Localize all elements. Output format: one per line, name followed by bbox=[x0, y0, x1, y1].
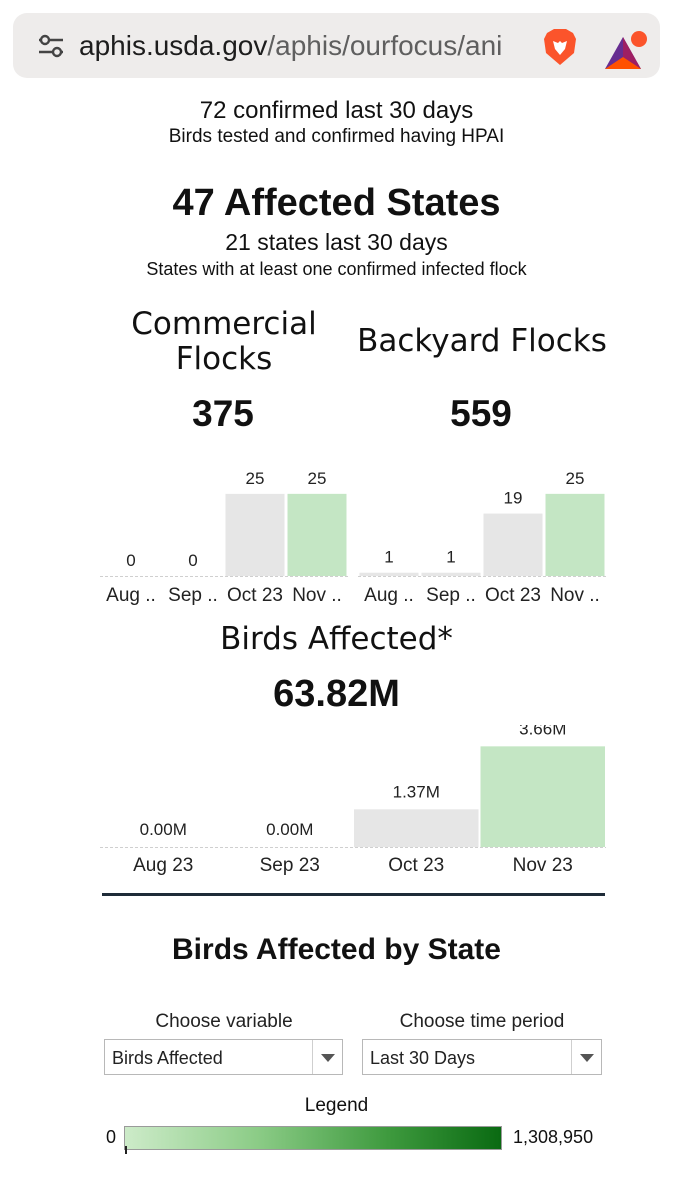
legend-gradient-bar bbox=[124, 1126, 502, 1150]
backyard-flocks-bar[interactable] bbox=[483, 513, 543, 576]
url-text[interactable]: aphis.usda.gov/aphis/ourfocus/ani bbox=[79, 27, 531, 65]
commercial-title-line1: Commercial bbox=[131, 306, 317, 342]
backyard-flocks-bar[interactable] bbox=[545, 493, 605, 576]
confirmed-last-30: 72 confirmed last 30 days bbox=[199, 97, 474, 124]
birds-affected-category-label: Aug 23 bbox=[133, 855, 193, 876]
commercial-flocks-data-label: 0 bbox=[188, 551, 197, 570]
backyard-flocks-category-label: Aug .. bbox=[364, 585, 414, 606]
birds-affected-title: Birds Affected* bbox=[220, 621, 453, 657]
period-select-value: Last 30 Days bbox=[370, 1048, 476, 1068]
birds-affected-bar[interactable] bbox=[354, 809, 479, 847]
birds-affected-category-label: Oct 23 bbox=[388, 855, 444, 876]
birds-affected-data-label: 0.00M bbox=[140, 820, 187, 839]
period-label: Choose time period bbox=[399, 1011, 565, 1032]
commercial-flocks-bar[interactable] bbox=[287, 493, 347, 576]
backyard-flocks-category-label: Sep .. bbox=[426, 585, 476, 606]
url-domain: aphis.usda.gov bbox=[79, 30, 268, 61]
affected-states-headline: 47 Affected States bbox=[172, 182, 501, 224]
birds-affected-data-label: 0.00M bbox=[266, 820, 313, 839]
confirmed-subtitle: Birds tested and confirmed having HPAI bbox=[168, 126, 505, 147]
backyard-flocks-data-label: 1 bbox=[384, 548, 393, 567]
birds-affected-total: 63.82M bbox=[273, 673, 400, 715]
states-subtitle: States with at least one confirmed infec… bbox=[146, 259, 527, 279]
backyard-flocks-data-label: 1 bbox=[446, 548, 455, 567]
backyard-flocks-data-label: 19 bbox=[504, 489, 523, 508]
birds-affected-data-label: 1.37M bbox=[393, 782, 440, 801]
backyard-flocks-total: 559 bbox=[450, 393, 512, 434]
birds-affected-bar[interactable] bbox=[480, 746, 606, 847]
bat-rewards-icon[interactable] bbox=[601, 29, 651, 73]
backyard-flocks-category-label: Nov .. bbox=[550, 585, 600, 606]
tune-icon[interactable] bbox=[37, 32, 65, 60]
birds-affected-category-label: Sep 23 bbox=[260, 855, 320, 876]
commercial-title-line2: Flocks bbox=[175, 341, 273, 377]
commercial-flocks-category-label: Aug .. bbox=[106, 585, 156, 606]
backyard-flocks-data-label: 25 bbox=[566, 469, 585, 488]
backyard-flocks-chart: 1 Aug .. 1 Sep .. 19 Oct 23 25 Nov .. bbox=[358, 469, 606, 606]
commercial-flocks-category-label: Nov .. bbox=[292, 585, 342, 606]
backyard-flocks-bar[interactable] bbox=[421, 572, 481, 576]
commercial-flocks-chart: 0 Aug .. 0 Sep .. 25 Oct 23 25 Nov .. bbox=[100, 469, 348, 606]
variable-dropdown-toggle[interactable] bbox=[312, 1040, 342, 1074]
chevron-down-icon bbox=[321, 1054, 335, 1062]
legend-tick bbox=[125, 1146, 127, 1154]
section-divider bbox=[102, 893, 605, 896]
commercial-flocks-total: 375 bbox=[192, 393, 254, 434]
legend-title: Legend bbox=[304, 1095, 369, 1116]
backyard-flocks-category-label: Oct 23 bbox=[485, 585, 541, 606]
commercial-flocks-data-label: 25 bbox=[246, 469, 265, 488]
birds-affected-category-label: Nov 23 bbox=[513, 855, 573, 876]
legend-max: 1,308,950 bbox=[513, 1127, 594, 1147]
variable-select-value: Birds Affected bbox=[112, 1048, 223, 1068]
backyard-flocks-title: Backyard Flocks bbox=[357, 323, 607, 359]
legend-min: 0 bbox=[106, 1127, 117, 1147]
commercial-flocks-category-label: Oct 23 bbox=[227, 585, 283, 606]
period-dropdown-toggle[interactable] bbox=[571, 1040, 601, 1074]
chevron-down-icon bbox=[580, 1054, 594, 1062]
birds-by-state-title: Birds Affected by State bbox=[172, 933, 501, 966]
brave-lion-icon[interactable] bbox=[541, 27, 579, 67]
backyard-flocks-bar[interactable] bbox=[359, 572, 419, 576]
commercial-flocks-data-label: 0 bbox=[126, 551, 135, 570]
commercial-flocks-data-label: 25 bbox=[308, 469, 327, 488]
states-last-30: 21 states last 30 days bbox=[225, 229, 448, 255]
variable-select[interactable]: Birds Affected bbox=[104, 1039, 343, 1075]
period-select[interactable]: Last 30 Days bbox=[362, 1039, 602, 1075]
birds-affected-data-label: 3.66M bbox=[519, 725, 566, 738]
birds-affected-chart: 0.00M Aug 23 0.00M Sep 23 1.37M Oct 23 3.66M No… bbox=[100, 725, 606, 876]
commercial-flocks-title: Commercial Flocks bbox=[100, 307, 348, 377]
url-path: /aphis/ourfocus/ani bbox=[267, 30, 503, 61]
commercial-flocks-bar[interactable] bbox=[225, 493, 285, 576]
variable-label: Choose variable bbox=[155, 1011, 293, 1032]
commercial-flocks-category-label: Sep .. bbox=[168, 585, 218, 606]
address-bar[interactable]: aphis.usda.gov/aphis/ourfocus/ani bbox=[13, 13, 660, 78]
